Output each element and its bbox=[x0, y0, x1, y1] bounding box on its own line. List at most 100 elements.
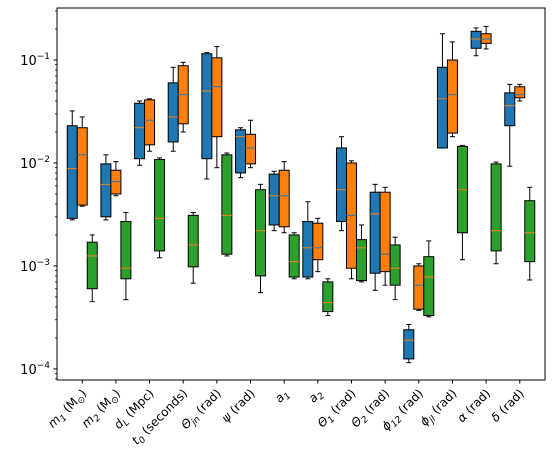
y-tick-base: 10 bbox=[20, 157, 37, 172]
box-body bbox=[76, 127, 88, 206]
box-1-13 bbox=[514, 83, 526, 102]
box-0-2 bbox=[134, 100, 146, 166]
box-body bbox=[255, 189, 267, 277]
y-tick-exponent: −2 bbox=[37, 155, 50, 165]
box-1-4 bbox=[211, 46, 223, 169]
box-1-0 bbox=[76, 116, 88, 207]
box-1-2 bbox=[144, 98, 156, 152]
label-subscript: L bbox=[121, 418, 132, 429]
label-subscript: 1 bbox=[282, 391, 293, 402]
box-groups bbox=[66, 25, 536, 364]
label-subscript: 1 bbox=[58, 413, 69, 424]
label-subscript: 2 bbox=[360, 414, 371, 425]
box-body bbox=[524, 200, 536, 263]
box-body bbox=[268, 173, 280, 226]
box-body bbox=[302, 221, 314, 278]
y-tick-base: 10 bbox=[20, 54, 37, 69]
box-0-5 bbox=[235, 127, 247, 179]
label-subscript: 0 bbox=[137, 435, 148, 446]
y-tick-label: 10−4 bbox=[20, 361, 50, 378]
box-body bbox=[335, 147, 347, 223]
y-axis: 10−110−210−310−4 bbox=[20, 10, 57, 380]
box-1-8 bbox=[345, 160, 357, 280]
box-2-10 bbox=[423, 240, 435, 318]
box-2-4 bbox=[221, 152, 233, 257]
y-tick-exponent: −1 bbox=[37, 52, 50, 62]
label-unit: (rad) bbox=[224, 386, 257, 419]
y-tick-exponent: −4 bbox=[37, 361, 51, 371]
x-tick-label: ϕjl (rad) bbox=[417, 386, 462, 431]
box-1-5 bbox=[245, 119, 257, 169]
box-body bbox=[403, 329, 415, 360]
box-2-8 bbox=[355, 224, 367, 283]
box-body bbox=[369, 191, 381, 274]
y-tick-label: 10−3 bbox=[20, 258, 50, 275]
x-tick-label: α (rad) bbox=[454, 386, 493, 425]
box-body bbox=[278, 169, 290, 228]
box-1-3 bbox=[177, 61, 189, 133]
label-unit: (rad) bbox=[359, 386, 392, 419]
box-2-2 bbox=[154, 157, 166, 259]
box-1-11 bbox=[446, 41, 458, 138]
box-body bbox=[413, 265, 425, 310]
box-body bbox=[201, 53, 213, 160]
label-unit: (rad) bbox=[494, 386, 527, 419]
box-1-7 bbox=[312, 217, 324, 273]
box-2-7 bbox=[322, 278, 334, 317]
box-1-1 bbox=[110, 161, 122, 197]
box-body bbox=[312, 222, 324, 261]
x-axis: m1 (M⊙)m2 (M⊙)dL (Mpc)t0 (seconds)Θjn (r… bbox=[45, 380, 527, 448]
box-body bbox=[187, 214, 199, 268]
y-tick-base: 10 bbox=[20, 260, 37, 275]
box-body bbox=[379, 191, 391, 273]
y-tick-label: 10−1 bbox=[20, 52, 50, 69]
box-0-1 bbox=[100, 154, 112, 221]
box-body bbox=[504, 92, 516, 127]
y-tick-label: 10−2 bbox=[20, 155, 50, 172]
box-0-6 bbox=[268, 170, 280, 232]
x-tick-label: a2 bbox=[306, 386, 327, 407]
box-0-0 bbox=[66, 110, 78, 221]
box-body bbox=[221, 154, 233, 255]
box-body bbox=[288, 234, 300, 278]
box-1-6 bbox=[278, 161, 290, 234]
box-2-5 bbox=[255, 183, 267, 294]
box-body bbox=[389, 244, 401, 286]
box-body bbox=[66, 125, 78, 219]
box-body bbox=[167, 82, 179, 143]
box-0-9 bbox=[369, 183, 381, 291]
box-body bbox=[154, 159, 166, 252]
box-body bbox=[322, 281, 334, 313]
box-0-12 bbox=[470, 27, 482, 57]
x-tick-label: ψ (rad) bbox=[219, 386, 258, 425]
box-body bbox=[100, 163, 112, 218]
box-body bbox=[436, 66, 448, 149]
y-tick-exponent: −3 bbox=[37, 258, 50, 268]
box-body bbox=[144, 99, 156, 146]
box-body bbox=[134, 102, 146, 160]
box-body bbox=[423, 256, 435, 317]
plot-frame bbox=[56, 7, 546, 381]
box-2-13 bbox=[524, 186, 536, 281]
box-1-10 bbox=[413, 263, 425, 311]
x-tick-label: a1 bbox=[272, 386, 293, 407]
box-body bbox=[211, 57, 223, 138]
box-2-6 bbox=[288, 232, 300, 280]
box-0-10 bbox=[403, 323, 415, 364]
box-body bbox=[120, 221, 132, 280]
y-tick-base: 10 bbox=[20, 363, 37, 378]
box-0-8 bbox=[335, 136, 347, 232]
box-body bbox=[245, 133, 257, 165]
box-body bbox=[86, 241, 98, 290]
box-2-3 bbox=[187, 212, 199, 284]
box-0-4 bbox=[201, 52, 213, 180]
box-0-7 bbox=[302, 201, 314, 280]
box-body bbox=[110, 169, 122, 195]
box-body bbox=[446, 59, 458, 134]
box-body bbox=[514, 86, 526, 99]
box-body bbox=[490, 163, 502, 252]
box-2-1 bbox=[120, 212, 132, 301]
box-1-12 bbox=[480, 25, 492, 50]
box-2-0 bbox=[86, 234, 98, 303]
box-2-11 bbox=[456, 144, 468, 261]
